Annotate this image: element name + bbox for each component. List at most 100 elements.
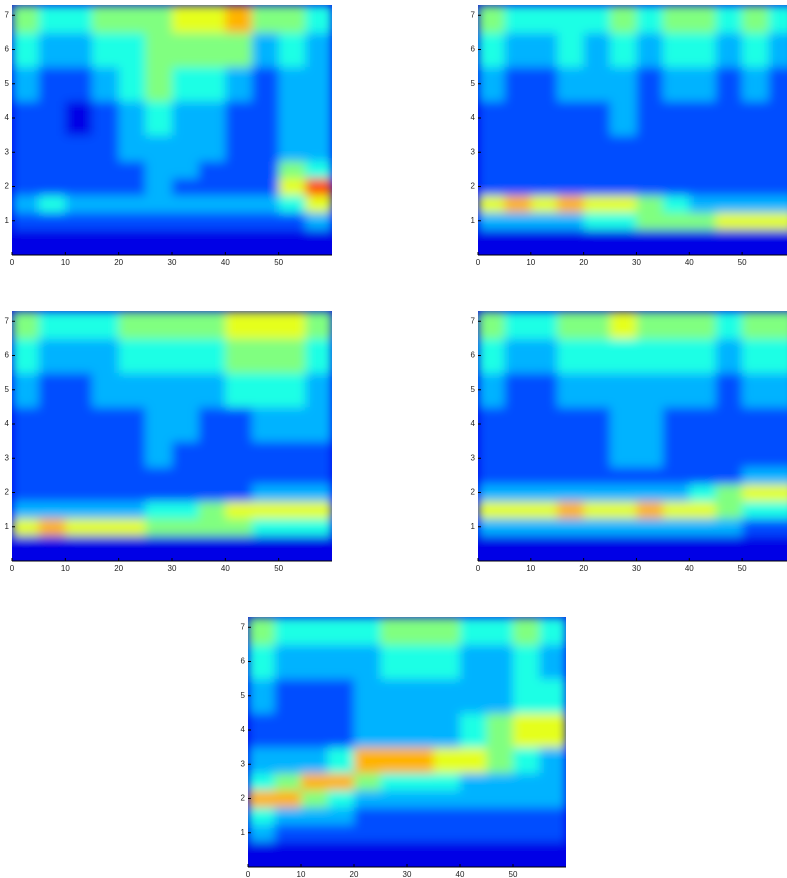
- heatmap-cell: [716, 195, 743, 213]
- heatmap-cell: [716, 338, 743, 373]
- heatmap-cell: [248, 773, 275, 791]
- y-tick-label: 4: [471, 419, 476, 428]
- heatmap-cell: [145, 441, 172, 467]
- heatmap-cell: [305, 501, 332, 519]
- heatmap-cell: [119, 407, 146, 442]
- heatmap-cell: [636, 311, 663, 339]
- heatmap-cell: [119, 535, 146, 561]
- heatmap-cell: [742, 5, 769, 33]
- heatmap-cell: [531, 501, 558, 519]
- heatmap-cell: [742, 67, 769, 102]
- heatmap-cell: [610, 501, 637, 519]
- heatmap-cell: [769, 441, 787, 467]
- heatmap-cell: [689, 229, 716, 255]
- heatmap-cell: [199, 407, 226, 442]
- heatmap-cell: [513, 747, 540, 773]
- heatmap-cell: [610, 311, 637, 339]
- heatmap-cell: [92, 67, 119, 102]
- heatmap-cell: [172, 311, 199, 339]
- heatmap-cell: [301, 807, 328, 825]
- heatmap-cell: [225, 467, 252, 485]
- y-tick-label: 5: [5, 385, 10, 394]
- y-tick-label: 5: [471, 79, 476, 88]
- heatmap-cell: [252, 67, 279, 102]
- heatmap-cell: [636, 373, 663, 408]
- heatmap-cell: [540, 824, 567, 842]
- heatmap-cell: [557, 229, 584, 255]
- heatmap-cell: [252, 311, 279, 339]
- heatmap-cell: [557, 212, 584, 230]
- heatmap-cell: [742, 441, 769, 467]
- heatmap-cell: [199, 67, 226, 102]
- heatmap-cell: [540, 747, 567, 773]
- heatmap-cell: [275, 841, 302, 867]
- heatmap-cell: [407, 747, 434, 773]
- plot-area: [478, 5, 787, 256]
- heatmap-cell: [199, 32, 226, 67]
- heatmap-cell: [478, 311, 505, 339]
- heatmap-cell: [381, 773, 408, 791]
- heatmap-cell: [328, 773, 355, 791]
- heatmap-cell: [225, 518, 252, 536]
- heatmap-cell: [769, 407, 787, 442]
- heatmap-cell: [531, 5, 558, 33]
- heatmap-cell: [434, 747, 461, 773]
- heatmap-cell: [434, 617, 461, 645]
- heatmap-cell: [39, 195, 66, 213]
- heatmap-cell: [119, 311, 146, 339]
- heatmap-cell: [769, 338, 787, 373]
- heatmap-cell: [354, 841, 381, 867]
- heatmap-cell: [248, 713, 275, 748]
- heatmap-cell: [407, 790, 434, 808]
- heatmap-cell: [557, 5, 584, 33]
- heatmap-cell: [663, 338, 690, 373]
- heatmap-cell: [354, 807, 381, 825]
- heatmap-cell: [636, 467, 663, 485]
- heatmap-cell: [407, 807, 434, 825]
- heatmap-cell: [584, 467, 611, 485]
- heatmap-cell: [279, 441, 306, 467]
- y-tick-label: 2: [471, 488, 476, 497]
- heatmap-cell: [65, 338, 92, 373]
- heatmap-cell: [540, 713, 567, 748]
- heatmap-cell: [65, 441, 92, 467]
- heatmap-cell: [531, 195, 558, 213]
- heatmap-cell: [434, 790, 461, 808]
- heatmap-cell: [279, 407, 306, 442]
- heatmap-cell: [407, 773, 434, 791]
- heatmap-cell: [279, 212, 306, 230]
- heatmap-cell: [504, 229, 531, 255]
- heatmap-cell: [478, 212, 505, 230]
- y-tick-label: 4: [241, 725, 246, 734]
- heatmap-cell: [92, 441, 119, 467]
- heatmap-cell: [279, 484, 306, 502]
- heatmap-cell: [689, 161, 716, 179]
- heatmap-cell: [689, 467, 716, 485]
- heatmap-cell: [610, 484, 637, 502]
- y-tick-label: 2: [471, 182, 476, 191]
- heatmap-cell: [225, 373, 252, 408]
- x-tick-label: 50: [738, 564, 747, 573]
- heatmap-cell: [769, 373, 787, 408]
- heatmap-cell: [12, 67, 39, 102]
- heatmap-cell: [225, 212, 252, 230]
- heatmap-cell: [689, 135, 716, 161]
- heatmap-cell: [478, 373, 505, 408]
- heatmap-cell: [487, 747, 514, 773]
- heatmap-cell: [610, 32, 637, 67]
- heatmap-cell: [478, 178, 505, 196]
- heatmap-cell: [531, 311, 558, 339]
- heatmap-cell: [513, 679, 540, 714]
- heatmap-cell: [540, 679, 567, 714]
- heatmap-cell: [119, 161, 146, 179]
- heatmap-cell: [513, 790, 540, 808]
- x-tick-label: 0: [246, 870, 251, 878]
- heatmap-cell: [305, 229, 332, 255]
- heatmap-cell: [636, 407, 663, 442]
- heatmap-cell: [119, 373, 146, 408]
- heatmap-cell: [381, 790, 408, 808]
- heatmap-cell: [663, 373, 690, 408]
- y-tick-label: 7: [241, 622, 246, 631]
- heatmap-cell: [407, 824, 434, 842]
